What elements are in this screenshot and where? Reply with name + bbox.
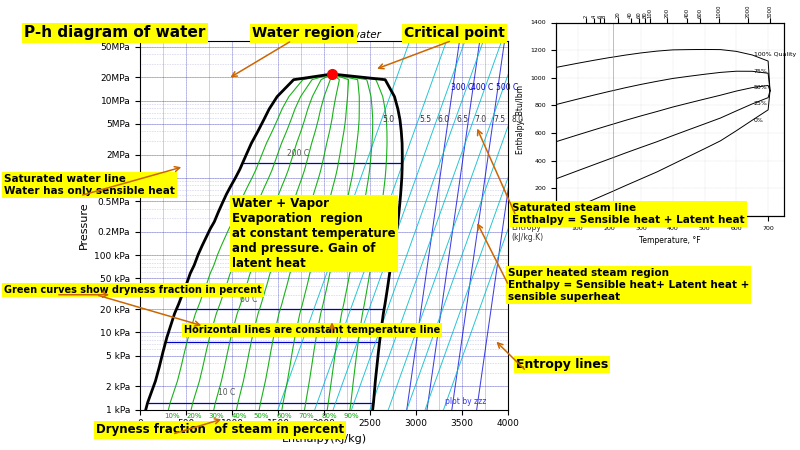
Text: 60%: 60% [276, 413, 292, 419]
Text: plot by zzz: plot by zzz [446, 397, 487, 406]
Text: 5.5: 5.5 [419, 115, 432, 124]
Text: 8.0: 8.0 [511, 115, 523, 124]
Y-axis label: Pressure: Pressure [79, 201, 89, 249]
Text: Super heated steam region
Enthalpy = Sensible heat+ Latent heat +
sensible super: Super heated steam region Enthalpy = Sen… [508, 268, 750, 302]
Text: Saturated steam line
Enthalpy = Sensible heat + Latent heat: Saturated steam line Enthalpy = Sensible… [512, 203, 745, 225]
Text: Dryness fraction  of steam in percent: Dryness fraction of steam in percent [96, 423, 344, 436]
Y-axis label: Enthalpy, Btu/lbm: Enthalpy, Btu/lbm [516, 85, 525, 154]
Text: 60 C: 60 C [241, 295, 258, 304]
Text: 100% Quality: 100% Quality [754, 53, 796, 58]
Text: 7.0: 7.0 [474, 115, 487, 124]
Text: 10 C: 10 C [218, 388, 235, 397]
Text: 500 C: 500 C [496, 83, 518, 92]
Text: 5.0: 5.0 [382, 115, 395, 124]
Text: 400 C: 400 C [470, 83, 493, 92]
Text: 40 C: 40 C [232, 328, 249, 337]
Text: 75%: 75% [754, 69, 767, 74]
Text: Green curves show dryness fraction in percent: Green curves show dryness fraction in pe… [4, 285, 262, 295]
Text: Water + Vapor
Evaporation  region
at constant temperature
and pressure. Gain of
: Water + Vapor Evaporation region at cons… [232, 197, 396, 270]
Text: 0%: 0% [754, 118, 763, 123]
Text: 300 C: 300 C [450, 83, 473, 92]
Text: Water region: Water region [252, 27, 354, 40]
Text: 7.5: 7.5 [493, 115, 506, 124]
Title: P-h diagram for water: P-h diagram for water [267, 30, 381, 40]
X-axis label: Enthalpy(kJ/kg): Enthalpy(kJ/kg) [282, 434, 366, 444]
Text: 50%: 50% [754, 85, 767, 90]
Text: 50%: 50% [254, 413, 270, 419]
Text: Horizontal lines are constant temperature line: Horizontal lines are constant temperatur… [184, 325, 440, 335]
X-axis label: Temperature, °F: Temperature, °F [639, 236, 701, 245]
Text: 20%: 20% [186, 413, 202, 419]
Text: Critical point: Critical point [404, 27, 505, 40]
Text: P-h diagram of water: P-h diagram of water [24, 26, 206, 40]
Text: 200 C: 200 C [287, 148, 310, 157]
Text: 90%: 90% [343, 413, 359, 419]
Text: 70%: 70% [298, 413, 314, 419]
Text: 40%: 40% [231, 413, 247, 419]
Text: Saturated water line
Water has only sensible heat: Saturated water line Water has only sens… [4, 174, 175, 196]
Text: 10%: 10% [164, 413, 179, 419]
Text: 80%: 80% [321, 413, 337, 419]
Text: Entropy lines: Entropy lines [516, 358, 608, 371]
Text: 30%: 30% [209, 413, 225, 419]
Text: Entropy
(kJ/kg.K): Entropy (kJ/kg.K) [512, 223, 544, 242]
Text: 6.0: 6.0 [438, 115, 450, 124]
Text: 6.5: 6.5 [456, 115, 469, 124]
Text: 25%: 25% [754, 101, 767, 106]
